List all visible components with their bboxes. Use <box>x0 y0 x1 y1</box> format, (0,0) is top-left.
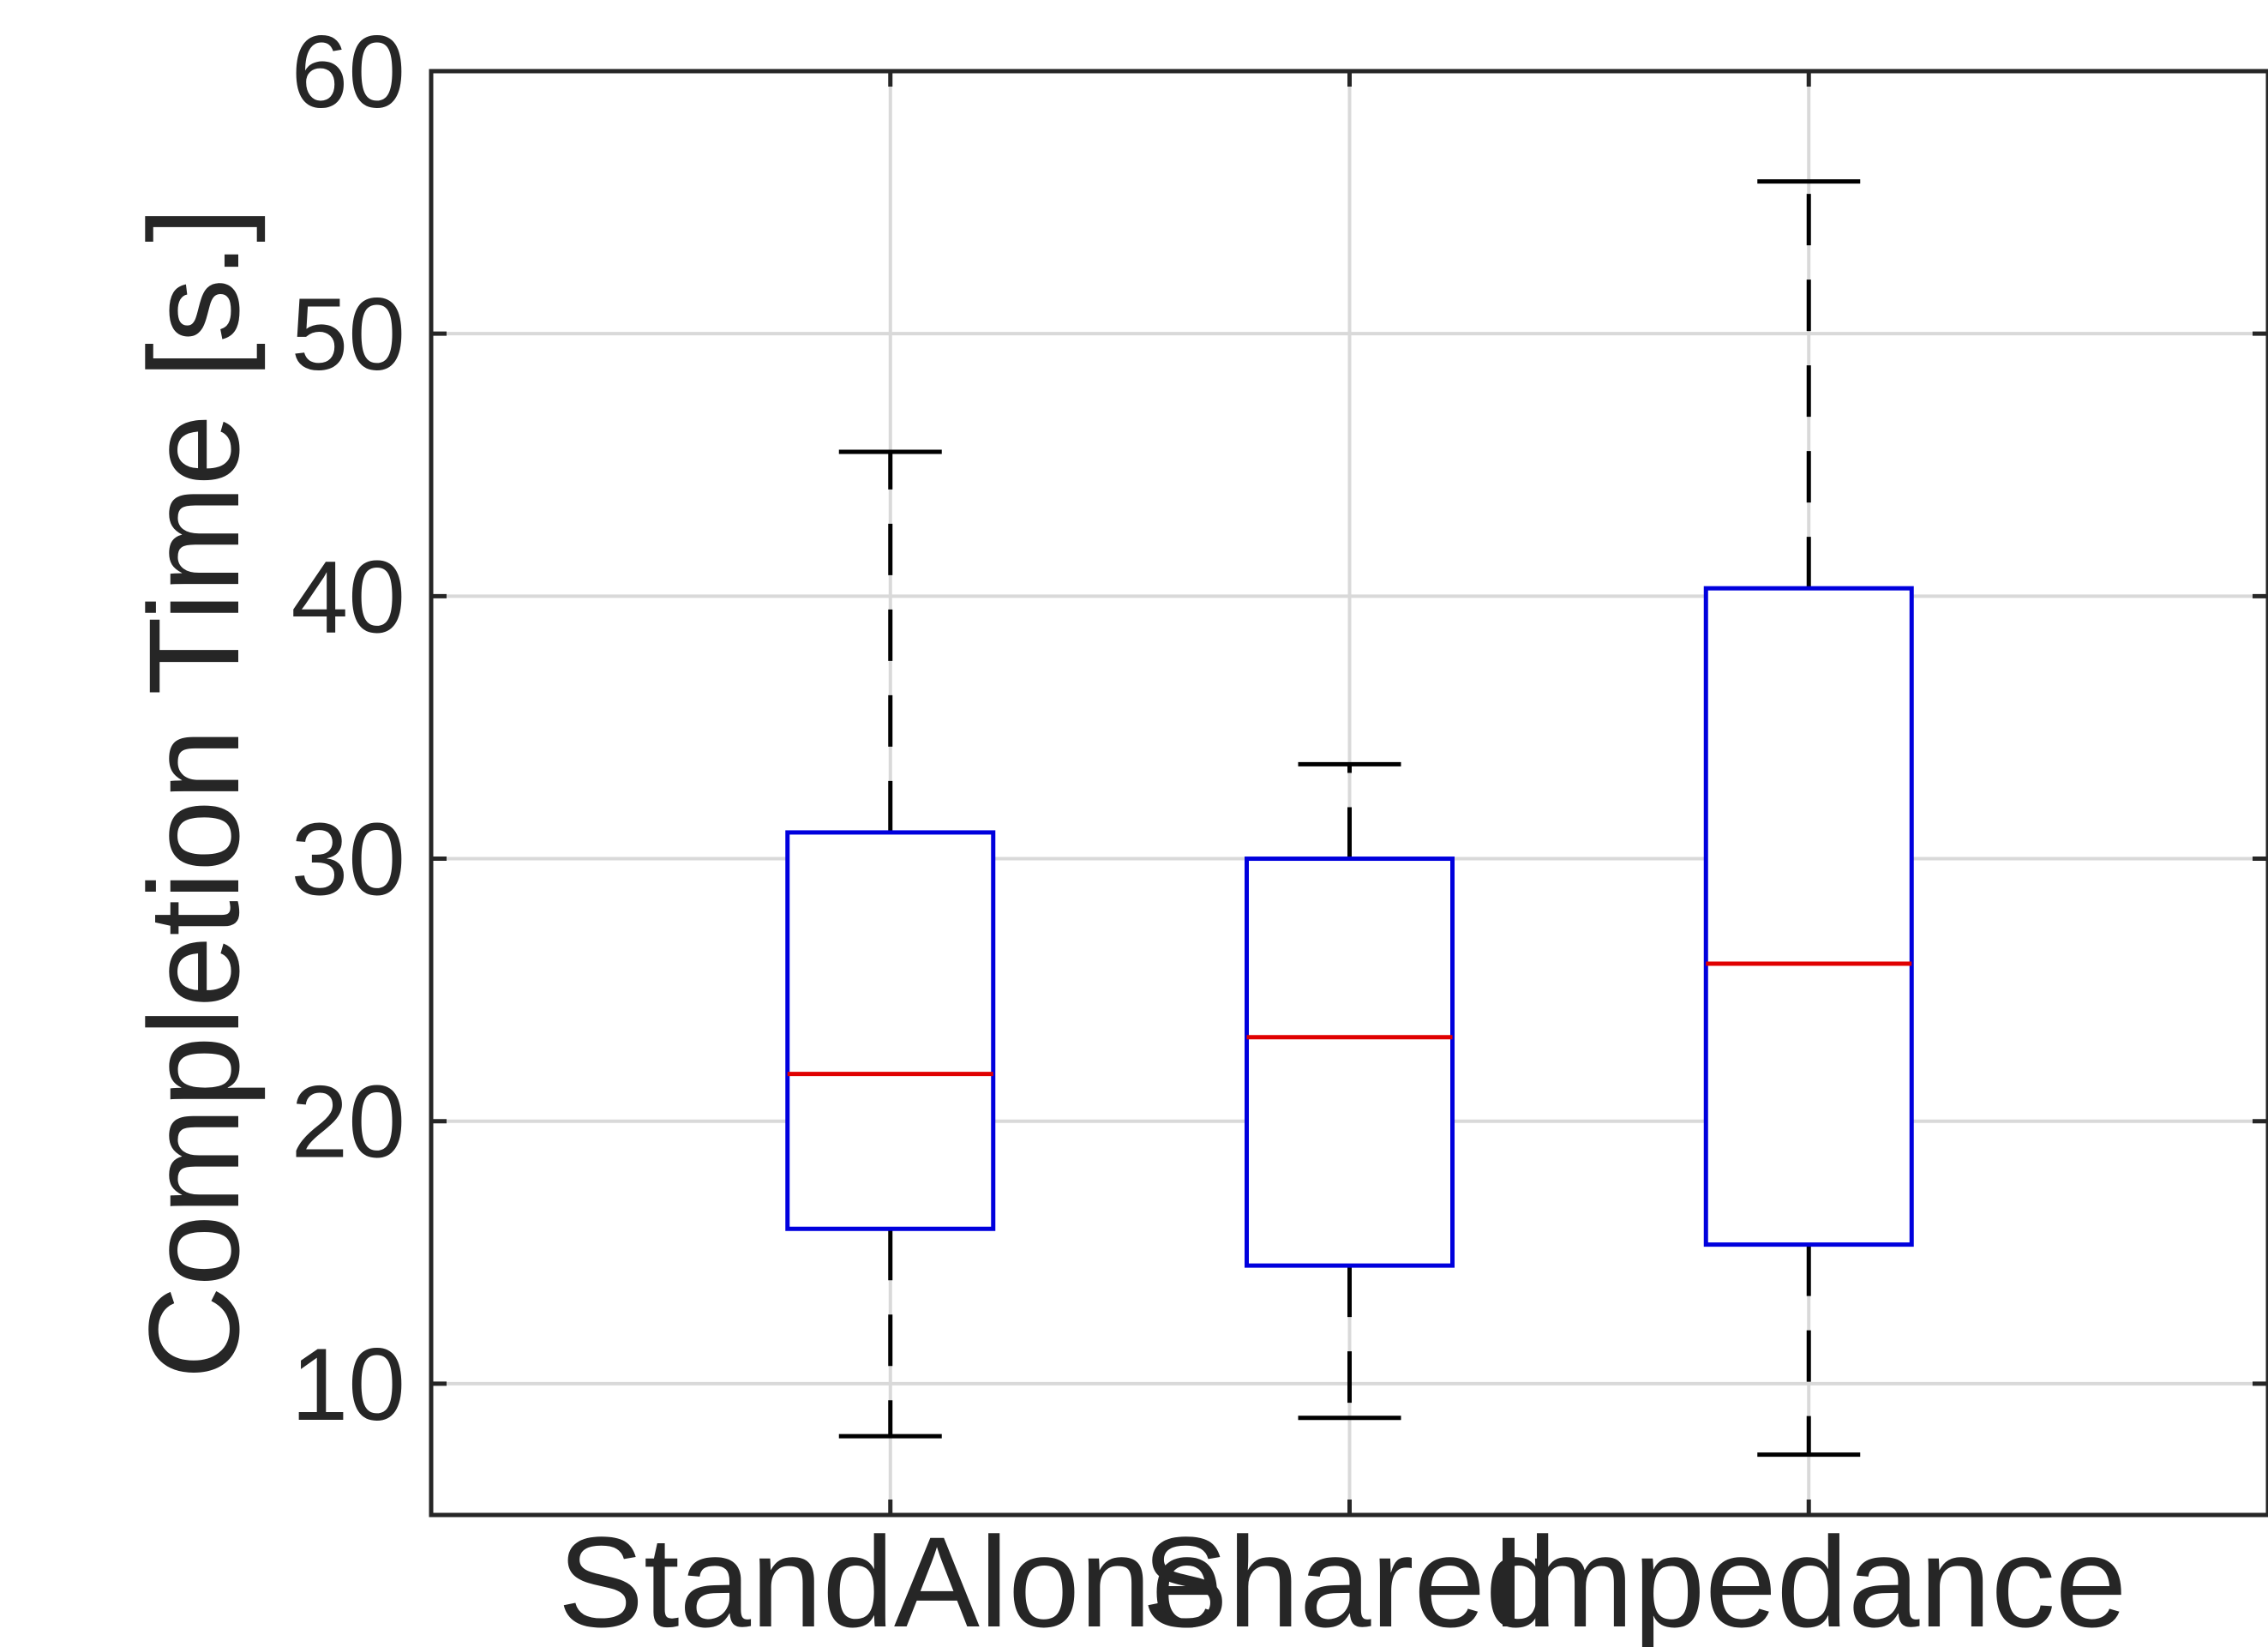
box-shared <box>1245 761 1455 1421</box>
iqr-box <box>785 830 996 1231</box>
y-tick-label: 40 <box>291 539 405 654</box>
y-tick-label: 20 <box>291 1065 405 1180</box>
iqr-box <box>1245 857 1455 1268</box>
y-tick-label: 10 <box>291 1327 405 1442</box>
y-tick-label: 60 <box>291 15 405 129</box>
box-impedance <box>1703 179 1914 1458</box>
iqr-box <box>1703 586 1914 1247</box>
y-tick-label: 30 <box>291 802 405 917</box>
y-axis-label: Completion Time [s.] <box>122 207 266 1379</box>
box-standalone <box>785 449 996 1439</box>
box-series <box>785 179 1914 1458</box>
x-category-label: Impedance <box>1491 1510 2127 1647</box>
y-tick-label: 50 <box>291 277 405 392</box>
x-category-label: Shared <box>1143 1510 1557 1647</box>
x-category-label: StandAlone <box>558 1510 1223 1647</box>
